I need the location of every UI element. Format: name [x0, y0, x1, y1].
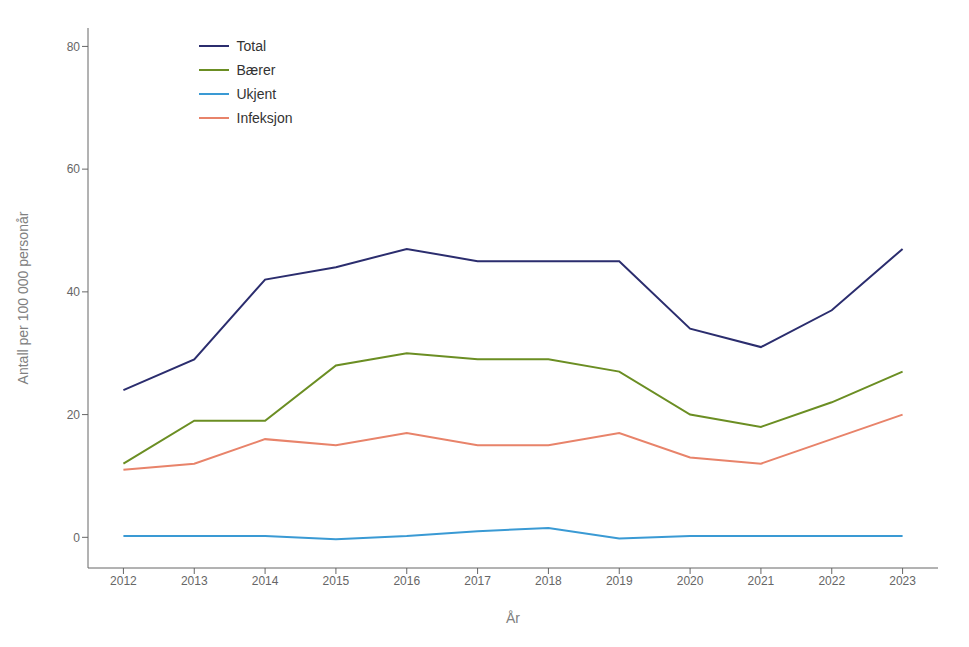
svg-text:2019: 2019 [606, 574, 633, 588]
svg-text:2021: 2021 [748, 574, 775, 588]
svg-text:0: 0 [73, 531, 80, 545]
svg-text:2014: 2014 [252, 574, 279, 588]
svg-text:2018: 2018 [535, 574, 562, 588]
html-text:Ukjent: Ukjent [236, 86, 277, 102]
svg-text:2012: 2012 [110, 574, 137, 588]
svg-text:2020: 2020 [677, 574, 704, 588]
svg-text:2022: 2022 [818, 574, 845, 588]
svg-text:2015: 2015 [323, 574, 350, 588]
svg-text:80: 80 [67, 40, 81, 54]
svg-text:2023: 2023 [889, 574, 916, 588]
html-text:Total: Total [236, 38, 267, 54]
svg-text:2016: 2016 [393, 574, 420, 588]
svg-text:2013: 2013 [181, 574, 208, 588]
svg-text:60: 60 [67, 162, 81, 176]
html-text:Infeksjon: Infeksjon [236, 110, 293, 126]
svg-text:2017: 2017 [464, 574, 491, 588]
html-text:Bærer: Bærer [236, 62, 276, 78]
svg-text:Antall per 100 000 personår: Antall per 100 000 personår [15, 211, 31, 384]
svg-text:År: År [506, 610, 520, 626]
svg-text:40: 40 [67, 285, 81, 299]
svg-text:20: 20 [67, 408, 81, 422]
